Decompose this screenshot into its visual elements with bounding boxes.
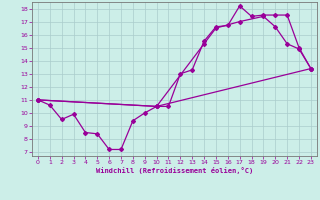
X-axis label: Windchill (Refroidissement éolien,°C): Windchill (Refroidissement éolien,°C) (96, 167, 253, 174)
